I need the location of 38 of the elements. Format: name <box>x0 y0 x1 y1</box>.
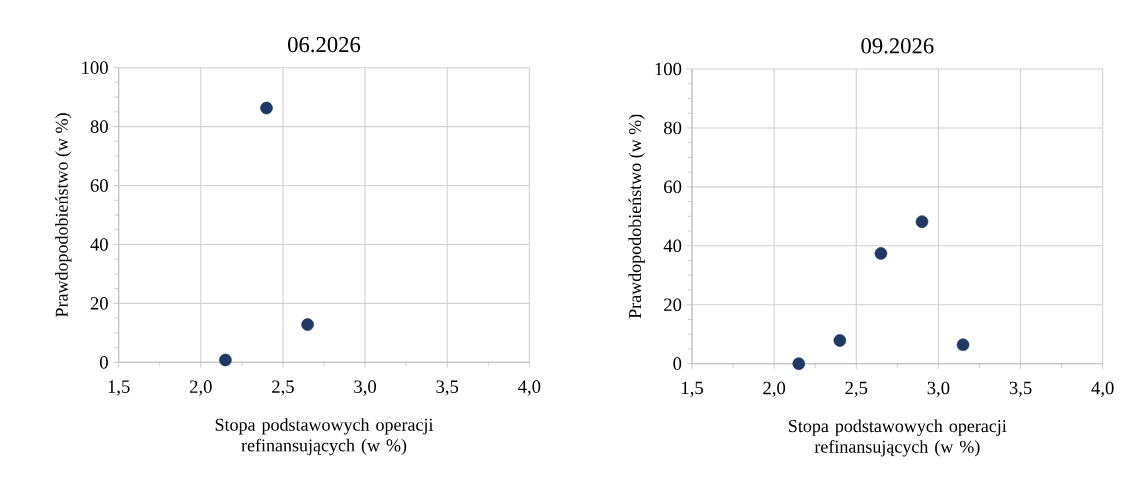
x-tick-label: 3,0 <box>354 380 377 396</box>
y-tick-label: 80 <box>90 120 108 133</box>
x-tick-label: 3,0 <box>927 381 950 397</box>
point <box>874 247 888 260</box>
x-tick-label: 1,5 <box>108 380 130 396</box>
chart-title: 06.2026 <box>288 36 361 53</box>
y-tick-label: 100 <box>82 61 108 74</box>
point <box>260 101 273 115</box>
y-axis-title: Prawdopodobieństwo (w %) <box>55 113 72 317</box>
y-axis-title: Prawdopodobieństwo (w %) <box>628 114 645 319</box>
x-tick-label: 2,5 <box>845 381 868 397</box>
x-tick-label: 1,5 <box>681 381 703 397</box>
x-axis-title: Stopa podstawowych operacji refinansujących (w %) <box>215 418 434 456</box>
x-tick-label: 4,0 <box>518 380 541 396</box>
x-tick-label: 3,5 <box>1009 381 1032 397</box>
point <box>833 334 847 347</box>
point <box>956 338 970 352</box>
y-tick-label: 40 <box>663 239 682 253</box>
point <box>792 357 806 370</box>
x-axis-title: Stopa podstawowych operacji refinansujących (w %) <box>789 419 1007 457</box>
y-tick-label: 20 <box>664 298 682 312</box>
point <box>301 318 314 331</box>
point <box>219 353 232 367</box>
x-tick-label: 4,0 <box>1091 381 1114 397</box>
y-tick-label: 80 <box>664 121 682 135</box>
y-tick-label: 60 <box>90 179 108 192</box>
y-tick-label: 60 <box>664 180 682 194</box>
y-tick-label: 20 <box>90 297 108 310</box>
x-tick-label: 2,0 <box>763 381 786 397</box>
y-tick-label: 0 <box>100 356 108 369</box>
x-tick-label: 3,5 <box>436 380 459 396</box>
x-tick-label: 2,5 <box>272 380 294 396</box>
chart-title: 09.2026 <box>861 38 934 54</box>
point <box>915 215 929 228</box>
y-tick-label: 0 <box>673 357 682 370</box>
x-tick-label: 2,0 <box>189 380 212 396</box>
y-tick-label: 40 <box>90 238 108 251</box>
y-tick-label: 100 <box>655 62 682 76</box>
